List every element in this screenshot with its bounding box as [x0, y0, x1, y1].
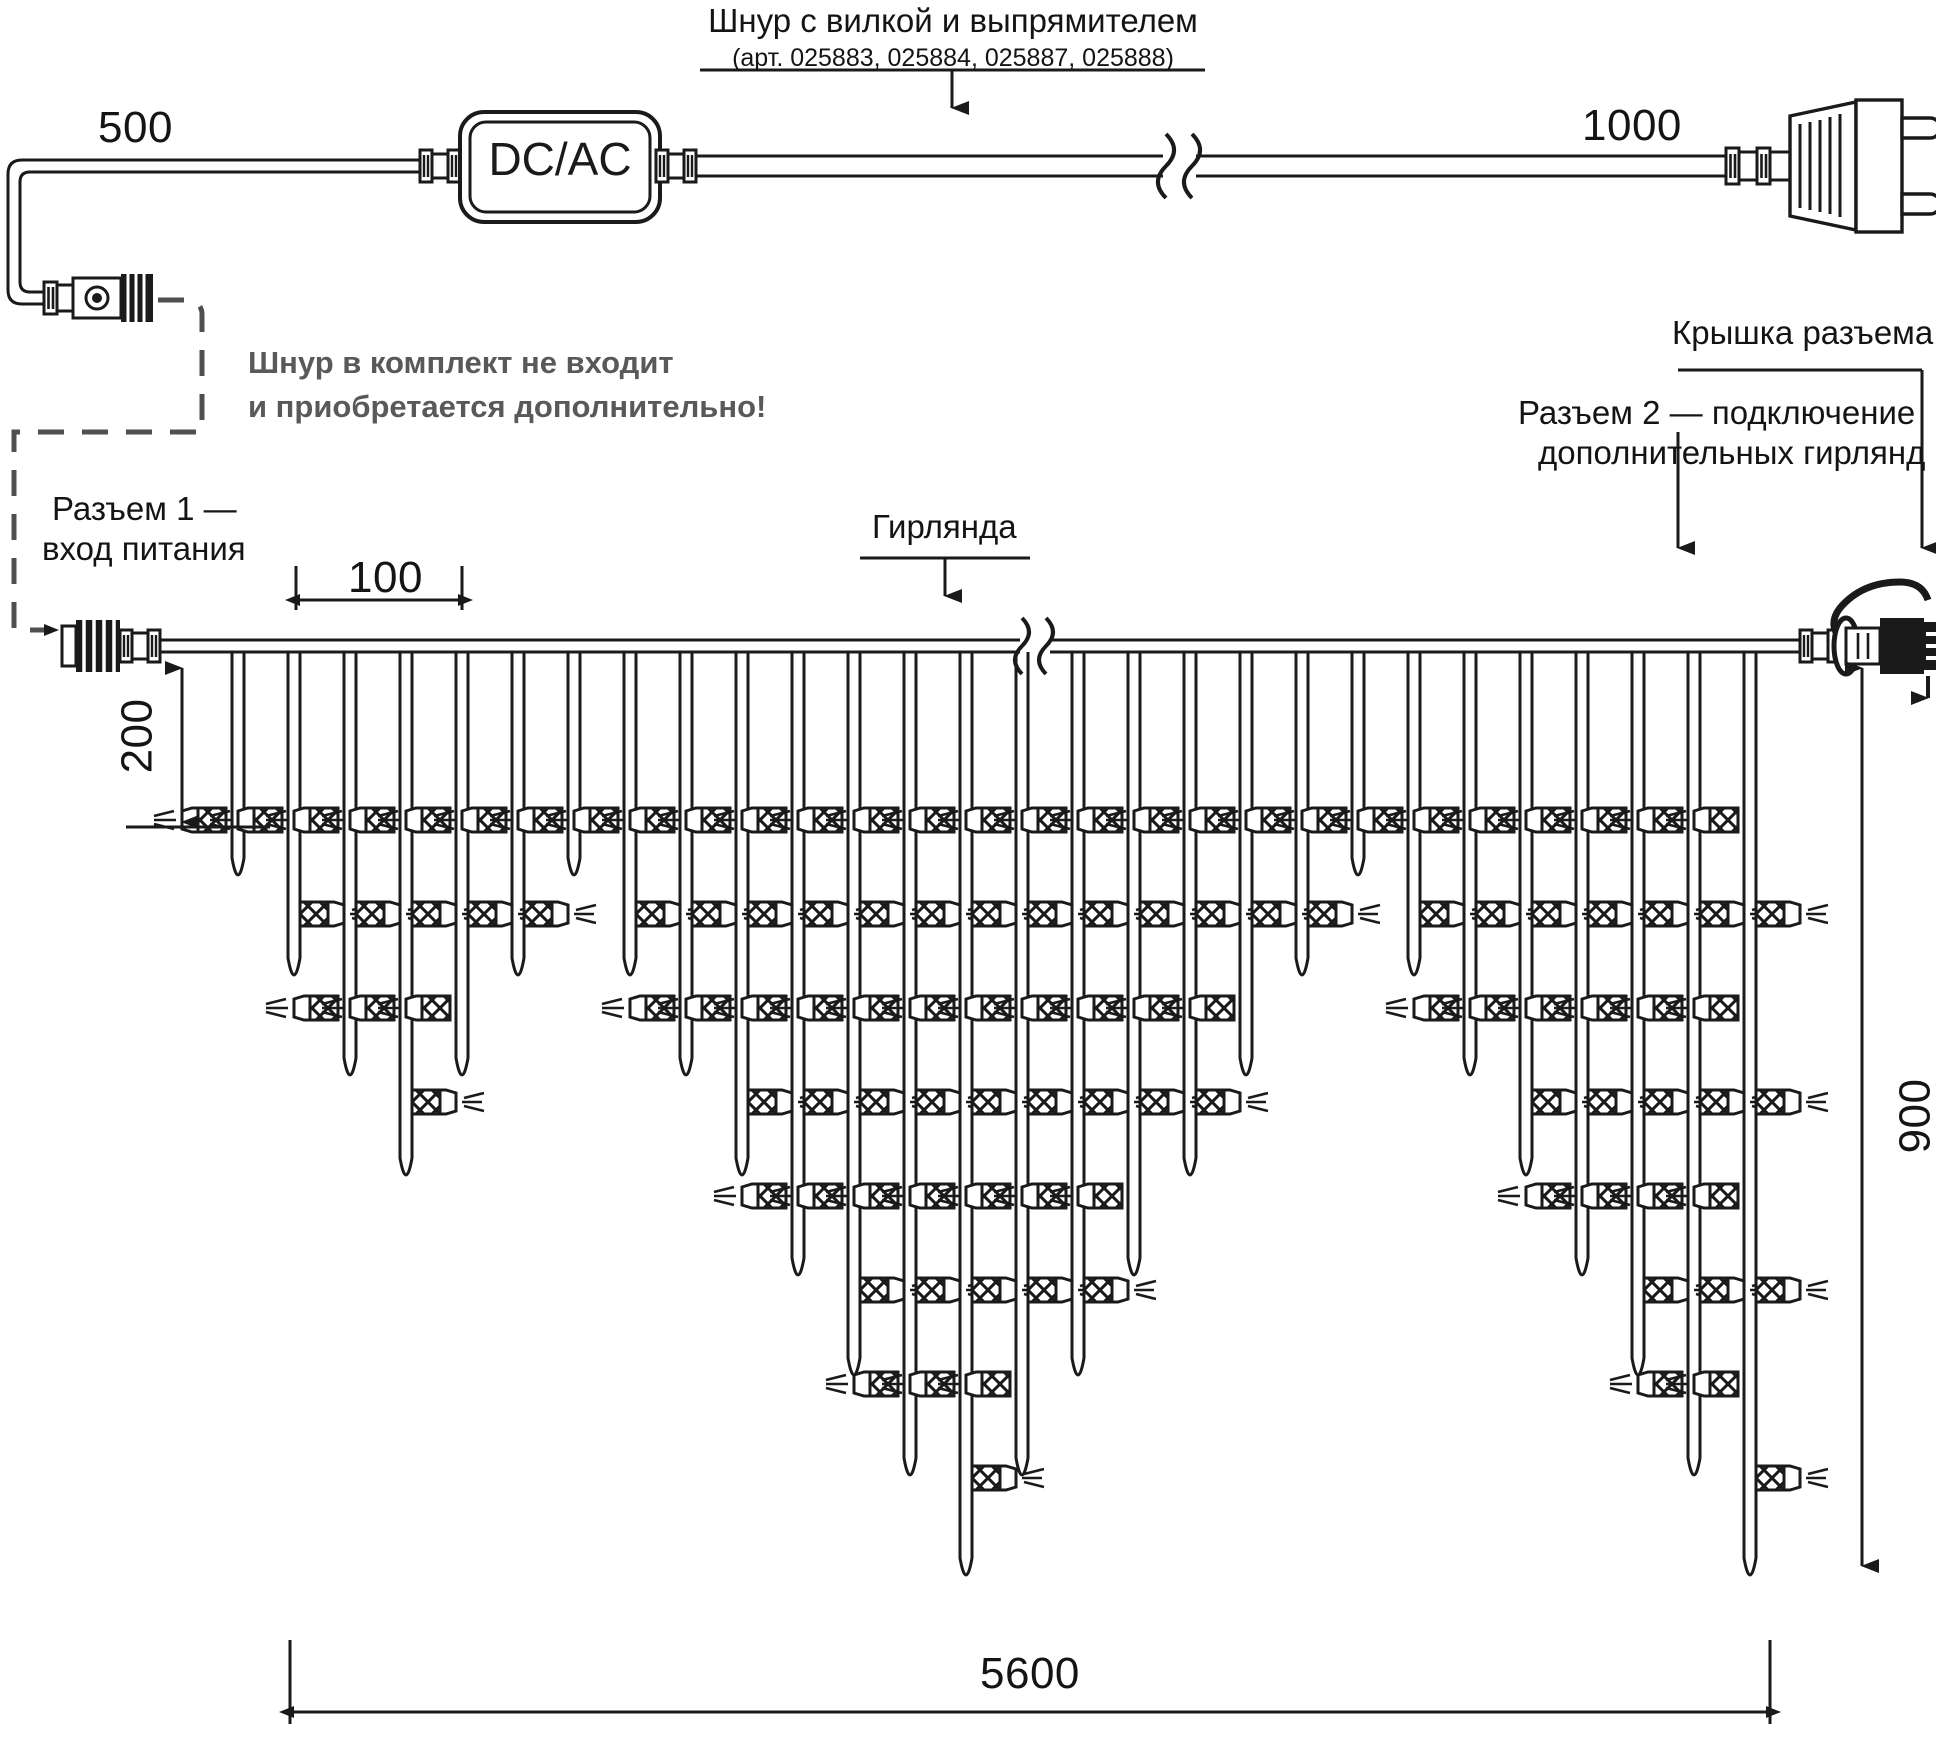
strand-wire [1014, 652, 1030, 1477]
lead-connector [42, 274, 153, 322]
strand-wire [1742, 652, 1758, 1577]
strand-wire [342, 652, 358, 1077]
connector2-label-line1: Разъем 2 — подключение [1518, 394, 1916, 431]
garland-assembly [60, 368, 1936, 1724]
dimension-500: 500 [98, 103, 173, 152]
strand-wire [1294, 652, 1310, 977]
strand-wire [1686, 652, 1702, 1477]
dimension-5600: 5600 [980, 1649, 1080, 1698]
strand-wire [790, 652, 806, 1277]
led-bulb [1306, 900, 1382, 928]
dimension-200: 200 [112, 698, 162, 774]
strand-wire [1070, 652, 1086, 1377]
power-cord-assembly [6, 68, 1936, 636]
garland-main-wire [150, 616, 1800, 676]
strand-wire [1238, 652, 1254, 1077]
strand-wire [566, 652, 582, 877]
garland-connector-1 [60, 620, 162, 672]
led-bulb [1082, 1276, 1158, 1304]
strand-wire [1574, 652, 1590, 1277]
strand-wire [1126, 652, 1142, 1277]
led-bulb [970, 1464, 1046, 1492]
strand-wire [1462, 652, 1478, 1077]
connector2-label-line2: дополнительных гирлянд [1538, 434, 1926, 471]
dimension-1000: 1000 [1582, 101, 1682, 150]
transformer-label: DC/AC [488, 133, 632, 185]
connector-cap-label: Крышка разъема [1672, 314, 1934, 351]
euro-plug [1788, 98, 1936, 234]
strand-wire [454, 652, 470, 1077]
strand-wire [1518, 652, 1534, 1177]
led-bulb [410, 1088, 486, 1116]
strand-wire [286, 652, 302, 977]
transformer-box [458, 110, 662, 224]
warning-line-1: Шнур в комплект не входит [248, 345, 674, 380]
strand-wire [678, 652, 694, 1077]
strand-wire [230, 652, 246, 877]
cord-articles: (арт. 025883, 025884, 025887, 025888) [732, 44, 1174, 72]
strand-wire [734, 652, 750, 1177]
led-bulb [1754, 1276, 1830, 1304]
strand-wire [902, 652, 918, 1477]
connector1-label-line2: вход питания [42, 530, 246, 567]
led-bulb [1754, 900, 1830, 928]
led-bulb [1194, 1088, 1270, 1116]
dimension-900: 900 [1890, 1078, 1936, 1154]
garland-label: Гирлянда [872, 508, 1017, 545]
strand-wire [398, 652, 414, 1177]
cord-title: Шнур с вилкой и выпрямителем [708, 2, 1198, 39]
garland-connector-2 [1798, 578, 1936, 705]
strand-wire [510, 652, 526, 977]
strand-wire [958, 652, 974, 1577]
led-bulb [522, 900, 598, 928]
strand-wire [1350, 652, 1366, 877]
warning-line-2: и приобретается дополнительно! [248, 389, 767, 424]
dimension-100: 100 [348, 553, 423, 602]
icicle-strands [152, 652, 1830, 1577]
strand-wire [1182, 652, 1198, 1177]
strand-wire [1406, 652, 1422, 977]
led-bulb [1754, 1464, 1830, 1492]
strand-wire [622, 652, 638, 977]
connector1-label-line1: Разъем 1 — [52, 490, 237, 527]
led-bulb [1754, 1088, 1830, 1116]
